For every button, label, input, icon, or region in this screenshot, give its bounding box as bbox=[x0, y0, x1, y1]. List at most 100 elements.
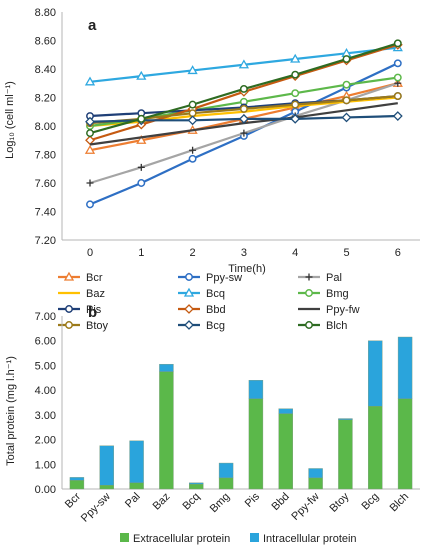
legend-item: Pis bbox=[58, 304, 102, 316]
data-point bbox=[137, 163, 145, 171]
legend-item: Bcr bbox=[58, 271, 103, 284]
bar-segment-extracellular bbox=[129, 482, 144, 490]
data-point bbox=[239, 104, 248, 113]
bar-segment-intracellular bbox=[69, 477, 85, 481]
legend-marker bbox=[65, 305, 73, 313]
y-tick-label: 7.20 bbox=[35, 235, 56, 247]
y-tick-label: 7.40 bbox=[35, 207, 56, 219]
data-point bbox=[393, 73, 402, 82]
data-point bbox=[137, 179, 146, 187]
y-tick-label: 6.00 bbox=[35, 336, 56, 348]
bar-segment-intracellular bbox=[248, 380, 264, 399]
y-tick-label: 8.80 bbox=[35, 7, 56, 19]
legend-marker bbox=[185, 273, 193, 281]
data-point bbox=[189, 146, 197, 154]
data-point bbox=[187, 115, 198, 126]
legend: Bcr Ppy-sw Pal Baz Bcq Bmg Pis Bbd Ppy-fw Btoy Bcg… bbox=[58, 271, 360, 332]
bar-segment-intracellular bbox=[338, 418, 353, 421]
legend-label: Extracellular protein bbox=[133, 533, 230, 545]
bar-segment-extracellular bbox=[248, 398, 264, 490]
panel-label: b bbox=[88, 304, 97, 321]
y-axis-label: Log₁₀ (cell ml⁻¹) bbox=[4, 81, 16, 159]
x-tick-label: Bcr bbox=[63, 490, 83, 510]
x-tick-label: Ppy-sw bbox=[79, 491, 113, 525]
legend-item: Bbd bbox=[178, 304, 226, 316]
legend-item: Baz bbox=[58, 288, 105, 300]
legend-marker bbox=[184, 304, 194, 314]
bar-segment-extracellular bbox=[278, 413, 293, 490]
y-tick-label: 8.20 bbox=[35, 93, 56, 105]
x-tick-label: Bmg bbox=[208, 491, 232, 515]
bar-segment-intracellular bbox=[218, 462, 234, 479]
x-tick-label: Baz bbox=[151, 491, 173, 513]
y-tick-label: 0.00 bbox=[35, 484, 56, 496]
x-tick-label: 6 bbox=[395, 247, 401, 259]
x-tick-label: Bcq bbox=[180, 491, 202, 513]
legend-marker bbox=[305, 273, 313, 281]
data-point bbox=[290, 113, 301, 124]
data-point bbox=[137, 114, 146, 123]
legend-swatch bbox=[250, 533, 259, 542]
legend-label: Pis bbox=[86, 304, 102, 316]
legend-label: Intracellular protein bbox=[263, 533, 357, 545]
data-point bbox=[238, 59, 250, 69]
x-tick-label: Ppy-fw bbox=[289, 491, 321, 523]
bar-segment-extracellular bbox=[99, 485, 114, 490]
bar-segment-intracellular bbox=[368, 340, 383, 407]
legend-label: Ppy-fw bbox=[326, 304, 360, 316]
x-tick-label: 1 bbox=[138, 247, 144, 259]
y-axis-label: Total protein (mg l.h⁻¹) bbox=[5, 356, 17, 466]
data-point bbox=[393, 92, 402, 101]
legend-swatch bbox=[120, 533, 129, 542]
y-tick-label: 5.00 bbox=[35, 360, 56, 372]
legend-marker bbox=[63, 271, 75, 281]
bar-segment-extracellular bbox=[218, 477, 234, 490]
data-point bbox=[240, 129, 248, 137]
legend-item: Bcg bbox=[178, 320, 225, 332]
bar-segment-intracellular bbox=[99, 445, 114, 486]
legend-label: Baz bbox=[86, 288, 105, 300]
bar-segment-extracellular bbox=[397, 398, 413, 490]
legend-label: Blch bbox=[326, 320, 347, 332]
y-tick-labels: 0.00 1.00 2.00 3.00 4.00 5.00 6.00 7.00 bbox=[35, 311, 56, 496]
bar-segment-extracellular bbox=[308, 477, 323, 490]
x-tick-label: Blch bbox=[388, 491, 412, 515]
legend-marker bbox=[183, 287, 195, 297]
data-point bbox=[188, 154, 197, 163]
data-point bbox=[86, 129, 94, 138]
x-tick-label: Bbd bbox=[270, 491, 292, 513]
bar-segment-extracellular bbox=[189, 483, 204, 490]
bar-segment-intracellular bbox=[159, 363, 174, 372]
series-blch bbox=[86, 39, 402, 138]
panel-label: a bbox=[88, 17, 97, 34]
data-point bbox=[188, 100, 197, 109]
x-tick-label: 0 bbox=[87, 247, 93, 259]
legend-item: Ppy-sw bbox=[178, 272, 242, 284]
y-tick-label: 8.40 bbox=[35, 64, 56, 76]
legend-item: Extracellular protein bbox=[120, 533, 230, 545]
x-tick-labels: 0 1 2 3 4 5 6 bbox=[87, 247, 401, 259]
series-bcq bbox=[84, 42, 403, 86]
data-point bbox=[393, 59, 402, 68]
legend-label: Ppy-sw bbox=[206, 272, 242, 284]
bar-series-group bbox=[69, 336, 413, 490]
bar-segment-intracellular bbox=[278, 408, 293, 414]
x-axis-label: Time(h) bbox=[228, 263, 265, 275]
data-point bbox=[342, 96, 351, 105]
x-tick-label: 2 bbox=[190, 247, 196, 259]
legend-label: Pal bbox=[326, 272, 342, 284]
data-point bbox=[342, 55, 351, 63]
data-point bbox=[290, 53, 301, 63]
data-point bbox=[84, 144, 96, 154]
x-tick-label: 3 bbox=[241, 247, 247, 259]
x-tick-label: 4 bbox=[292, 247, 298, 259]
x-tick-label: Bcg bbox=[359, 491, 381, 513]
data-point bbox=[291, 89, 300, 98]
data-point bbox=[86, 200, 94, 209]
legend-item: Intracellular protein bbox=[250, 533, 357, 545]
legend-label: Bcg bbox=[206, 320, 225, 332]
legend-label: Bmg bbox=[326, 288, 349, 300]
data-point bbox=[187, 65, 198, 75]
data-point bbox=[393, 39, 402, 48]
